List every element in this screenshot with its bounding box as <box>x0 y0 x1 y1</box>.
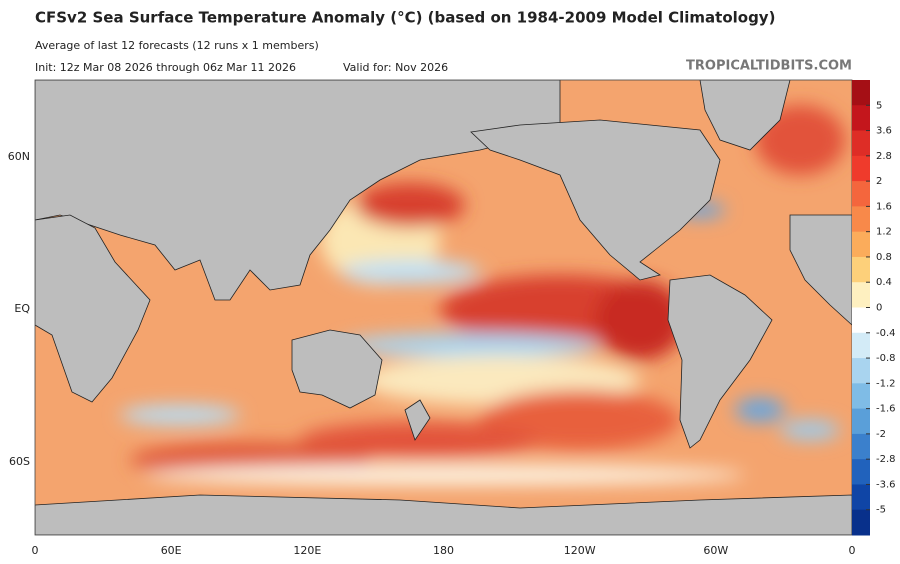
colorbar-label: 5 <box>876 100 882 111</box>
colorbar-label: -2 <box>876 429 886 440</box>
colorbar-band <box>852 509 870 536</box>
colorbar-band <box>852 282 870 308</box>
colorbar-label: 0.8 <box>876 252 892 263</box>
lon-label: 120E <box>293 544 321 557</box>
colorbar-label: -1.2 <box>876 378 896 389</box>
colorbar-label: -2.8 <box>876 454 896 465</box>
title: CFSv2 Sea Surface Temperature Anomaly (°… <box>35 9 775 27</box>
colorbar-label: -0.8 <box>876 353 896 364</box>
colorbar-label: 2 <box>876 176 882 187</box>
lon-label: 180 <box>433 544 454 557</box>
colorbar-band <box>852 130 870 157</box>
colorbar-band <box>852 307 870 334</box>
colorbar-band <box>852 383 870 410</box>
colorbar-band <box>852 408 870 435</box>
lon-label: 60E <box>161 544 182 557</box>
colorbar-label: -3.6 <box>876 479 896 490</box>
colorbar-band <box>852 181 870 207</box>
colorbar-band <box>852 256 870 283</box>
valid-line: Valid for: Nov 2026 <box>343 61 448 74</box>
lon-label: 60W <box>703 544 728 557</box>
colorbar-label: 2.8 <box>876 151 892 162</box>
colorbar-band <box>852 433 870 460</box>
subtitle: Average of last 12 forecasts (12 runs x … <box>35 39 319 52</box>
colorbar-label: -1.6 <box>876 404 896 415</box>
colorbar-band <box>852 459 870 485</box>
colorbar-band <box>852 332 870 359</box>
map <box>35 80 852 535</box>
lat-label: 60S <box>9 455 30 468</box>
colorbar-band <box>852 484 870 511</box>
colorbar-band <box>852 358 870 384</box>
colorbar-label: 1.6 <box>876 201 892 212</box>
colorbar-label: 3.6 <box>876 126 892 137</box>
init-line: Init: 12z Mar 08 2026 through 06z Mar 11… <box>35 61 296 74</box>
colorbar-band <box>852 105 870 132</box>
colorbar-label: -0.4 <box>876 328 896 339</box>
source: TROPICALTIDBITS.COM <box>686 59 852 74</box>
lon-label: 0 <box>849 544 856 557</box>
lat-label: 60N <box>8 150 30 163</box>
colorbar-band <box>852 231 870 258</box>
colorbar-label: -5 <box>876 505 886 516</box>
lon-label: 120W <box>564 544 596 557</box>
colorbar-label: 0 <box>876 303 882 314</box>
lon-label: 0 <box>32 544 39 557</box>
colorbar-label: 1.2 <box>876 227 892 238</box>
colorbar-band <box>852 155 870 182</box>
colorbar-band <box>852 206 870 233</box>
lat-label: EQ <box>14 302 30 315</box>
colorbar-band <box>852 80 870 106</box>
colorbar-label: 0.4 <box>876 277 892 288</box>
